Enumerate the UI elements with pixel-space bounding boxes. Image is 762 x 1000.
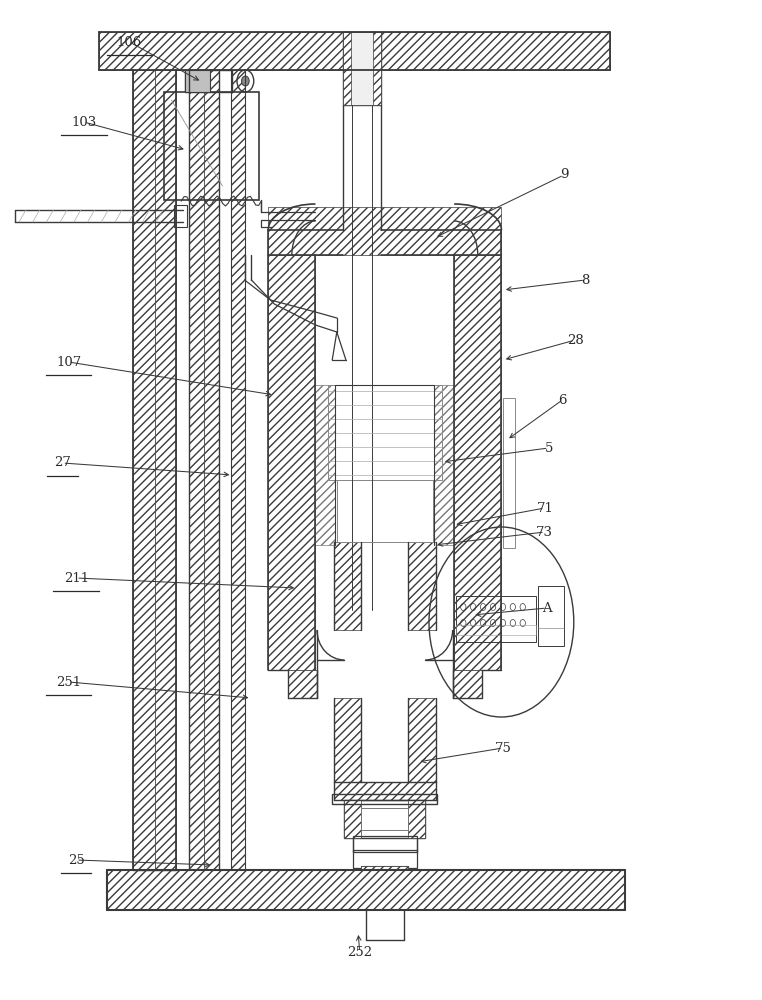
Bar — [99, 32, 610, 70]
Bar — [268, 255, 315, 670]
Bar — [185, 70, 210, 92]
Bar — [164, 92, 259, 200]
Bar — [189, 70, 204, 870]
Text: 9: 9 — [559, 168, 568, 182]
Bar — [361, 866, 408, 884]
Bar — [454, 255, 501, 670]
Bar — [268, 207, 501, 255]
Bar — [353, 850, 417, 868]
Bar — [344, 800, 425, 838]
Text: 6: 6 — [558, 393, 567, 406]
Bar — [456, 596, 536, 642]
Bar — [204, 70, 219, 870]
Bar — [334, 698, 361, 782]
Text: 251: 251 — [56, 676, 81, 688]
Bar — [456, 625, 536, 635]
Text: 211: 211 — [64, 572, 88, 584]
Bar — [361, 866, 408, 884]
Bar — [185, 70, 232, 92]
Bar — [334, 542, 361, 630]
Bar — [408, 698, 436, 782]
Bar — [353, 836, 417, 852]
Bar — [155, 70, 176, 870]
Text: 25: 25 — [68, 854, 85, 866]
Circle shape — [379, 886, 391, 902]
Bar — [328, 385, 442, 480]
Text: 8: 8 — [581, 273, 589, 286]
Text: A: A — [543, 601, 552, 614]
Bar — [344, 800, 361, 838]
Bar — [334, 782, 436, 800]
Text: 103: 103 — [71, 115, 97, 128]
Bar — [315, 385, 335, 545]
Bar — [503, 398, 515, 548]
Bar — [453, 670, 482, 698]
Bar — [343, 32, 381, 105]
Bar — [373, 32, 381, 105]
Bar — [343, 32, 351, 105]
Text: 106: 106 — [117, 35, 142, 48]
Text: 71: 71 — [536, 502, 553, 514]
Bar — [408, 800, 425, 838]
Bar — [174, 205, 187, 227]
Text: 252: 252 — [347, 946, 372, 958]
Bar — [133, 70, 155, 870]
Bar — [332, 794, 437, 804]
Bar — [350, 32, 374, 105]
Bar — [434, 385, 454, 545]
Bar — [538, 586, 564, 646]
Bar — [288, 670, 317, 698]
Bar — [107, 870, 625, 910]
Text: 73: 73 — [536, 526, 553, 538]
Bar — [361, 808, 408, 830]
Text: 75: 75 — [495, 742, 511, 754]
Text: 5: 5 — [545, 442, 552, 454]
Text: 27: 27 — [54, 456, 71, 470]
Circle shape — [242, 76, 249, 86]
Bar — [231, 70, 245, 870]
Bar — [408, 542, 436, 630]
Bar — [337, 480, 433, 542]
Text: 107: 107 — [56, 356, 82, 368]
Text: 28: 28 — [567, 334, 584, 347]
